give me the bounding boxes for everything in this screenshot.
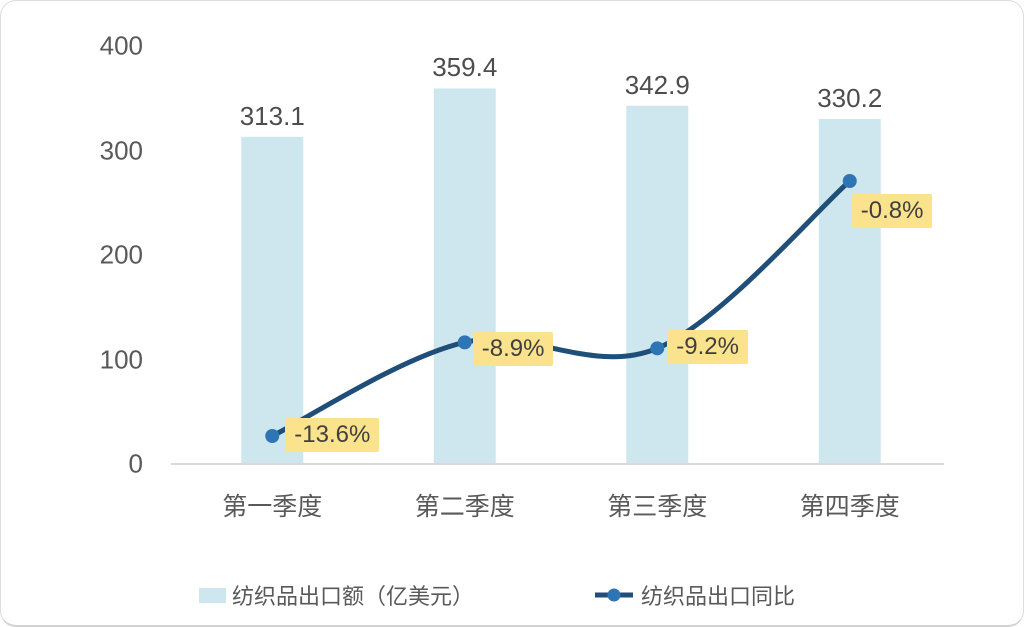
data-point-dot bbox=[650, 341, 665, 356]
bar-series-swatch-icon bbox=[199, 587, 226, 603]
bar bbox=[433, 88, 496, 463]
bar bbox=[626, 105, 689, 464]
legend-item-yoy: 纺织品出口同比 bbox=[593, 579, 795, 611]
data-point-dot bbox=[457, 335, 472, 350]
yoy-line bbox=[269, 178, 853, 439]
legend-label-export-value: 纺织品出口额（亿美元） bbox=[232, 584, 475, 609]
chart-legend: 纺织品出口额（亿美元） 纺织品出口同比 bbox=[1, 579, 1023, 613]
line-series-swatch-icon bbox=[595, 588, 633, 602]
legend-label-yoy: 纺织品出口同比 bbox=[641, 584, 796, 609]
data-point-dot bbox=[265, 429, 280, 443]
bar bbox=[818, 118, 881, 463]
bar bbox=[241, 136, 304, 464]
legend-item-export-value: 纺织品出口额（亿美元） bbox=[199, 579, 474, 611]
data-point-dot bbox=[842, 174, 857, 188]
